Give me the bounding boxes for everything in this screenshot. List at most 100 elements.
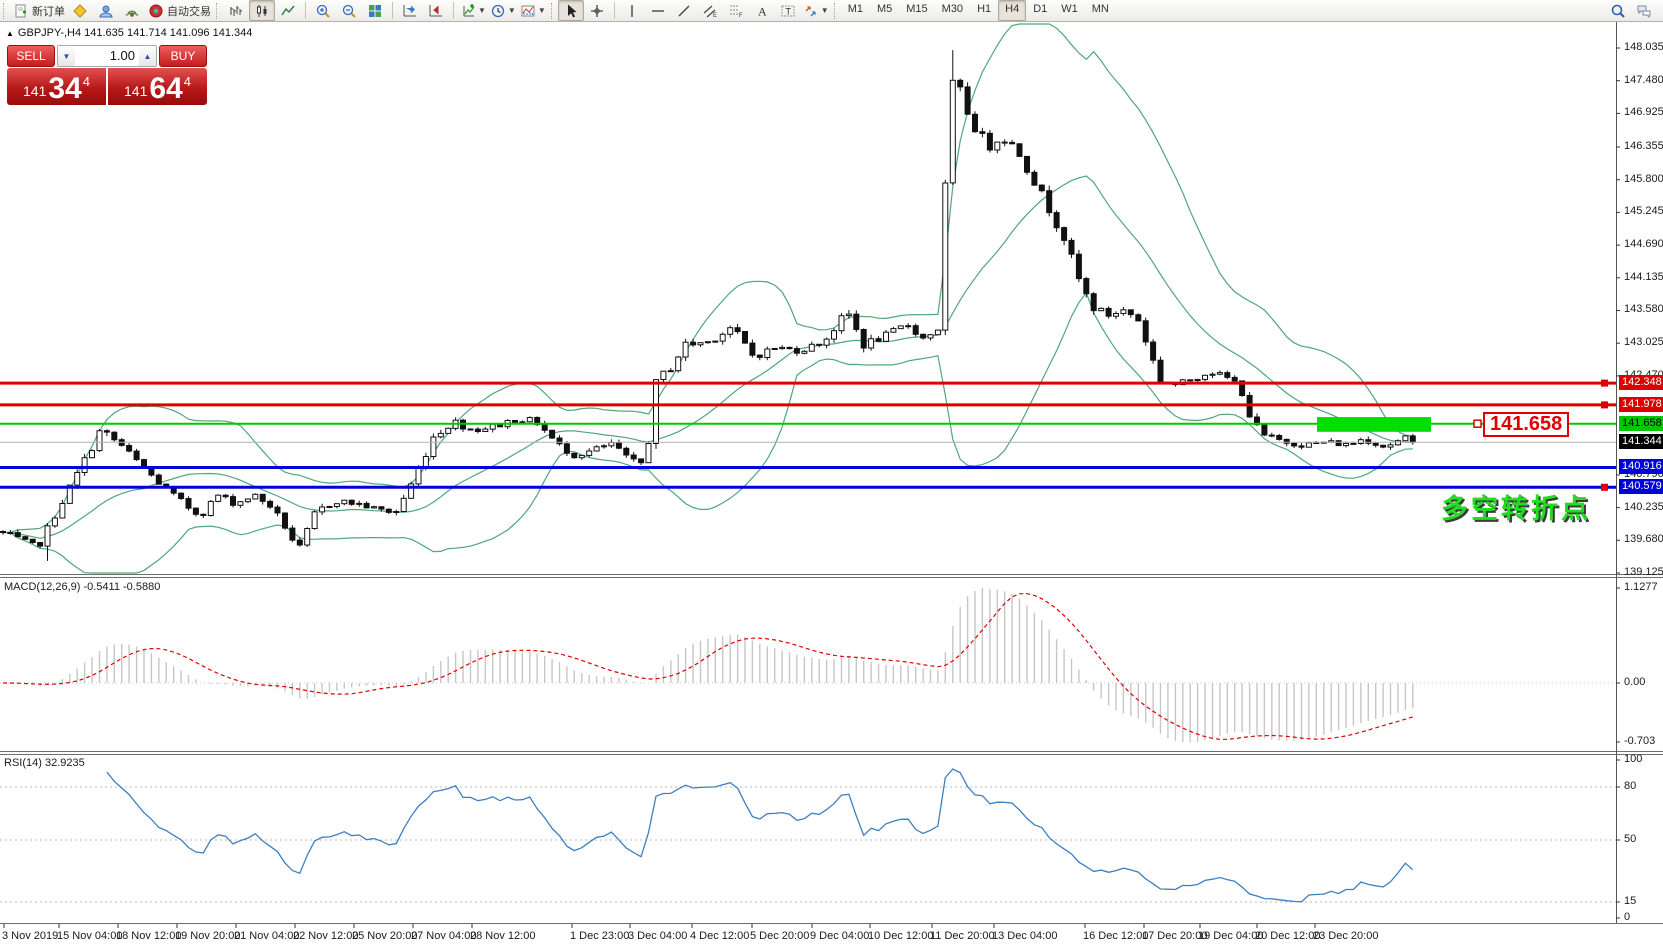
cursor-icon [562, 2, 579, 19]
sell-button[interactable]: SELL [7, 45, 55, 67]
indicators-button[interactable]: ▼ [458, 0, 488, 21]
bollinger-bands [2, 23, 1413, 574]
toolbar-right-group [1605, 0, 1657, 21]
zoom-in-button[interactable] [310, 0, 336, 21]
symbol-marker-icon: ▲ [6, 29, 14, 38]
arrows-tool-button[interactable]: ▼ [801, 0, 831, 21]
text-label-icon: T [779, 2, 796, 19]
trendline-tool-button[interactable] [671, 0, 697, 21]
market-icon [72, 2, 89, 19]
sell-price-head: 141 [23, 83, 47, 99]
templates-button[interactable]: ▼ [518, 0, 548, 21]
toolbar-grip[interactable] [833, 2, 838, 19]
main-toolbar: 新订单 自动交易 ▼ ▼ ▼ E F A T ▼ [0, 0, 1663, 22]
buy-price-box[interactable]: 141 64 4 [108, 68, 207, 105]
cursor-tool-button[interactable] [557, 0, 584, 21]
indicators-icon [460, 2, 477, 19]
toolbar-grip[interactable] [3, 2, 7, 19]
buy-price-sup: 4 [183, 74, 191, 89]
tile-windows-icon [367, 2, 384, 19]
timeframe-m15-button[interactable]: M15 [906, 3, 928, 15]
symbol-ohlc-text: GBPJPY-,H4 141.635 141.714 141.096 141.3… [17, 27, 253, 39]
horizontal-line-tool-button[interactable] [645, 0, 671, 21]
rsi-pane [0, 768, 1616, 903]
equidistant-channel-icon: E [701, 2, 718, 19]
chevron-down-icon: ▼ [537, 6, 546, 15]
signals-button[interactable] [119, 0, 145, 21]
zoom-out-icon [341, 2, 358, 19]
svg-text:E: E [713, 13, 717, 19]
bar-chart-button[interactable] [223, 0, 249, 21]
text-label-tool-button[interactable]: T [775, 0, 801, 21]
timeframe-d1-button[interactable]: D1 [1033, 3, 1048, 15]
auto-scroll-icon [402, 2, 419, 19]
candlestick-chart-button[interactable] [249, 0, 275, 21]
text-tool-button[interactable]: A [749, 0, 775, 21]
macd-pane [0, 588, 1616, 743]
toolbar-separator [453, 2, 454, 19]
sell-price-big: 34 [48, 72, 82, 105]
chevron-down-icon: ▼ [820, 6, 829, 15]
autotrading-button[interactable]: 自动交易 [145, 0, 213, 21]
new-order-label: 新订单 [32, 5, 65, 18]
zoom-out-button[interactable] [336, 0, 362, 21]
timeframe-m30-button[interactable]: M30 [941, 3, 964, 15]
chat-button[interactable] [1631, 0, 1657, 21]
svg-text:T: T [785, 6, 791, 16]
chart-shift-button[interactable] [423, 0, 449, 21]
chevron-down-icon: ▼ [507, 6, 516, 15]
volume-input[interactable]: 1.00 [109, 48, 135, 63]
macd-label: MACD(12,26,9) -0.5411 -0.5880 [4, 581, 161, 593]
volume-decrease-button[interactable]: ▼ [58, 46, 75, 66]
auto-scroll-button[interactable] [397, 0, 423, 21]
market-button[interactable] [67, 0, 93, 21]
search-icon [1610, 2, 1627, 19]
tile-windows-button[interactable] [362, 0, 388, 21]
toolbar-separator [305, 2, 306, 19]
templates-icon [520, 2, 537, 19]
line-chart-button[interactable] [275, 0, 301, 21]
pane-separators[interactable] [0, 21, 1663, 924]
timeframe-h4-button[interactable]: H4 [998, 0, 1027, 21]
crosshair-icon [588, 2, 605, 19]
new-order-icon [12, 2, 29, 19]
hline-anchor [1601, 483, 1608, 491]
chat-icon [1636, 2, 1653, 19]
line-chart-icon [280, 2, 297, 19]
zoom-in-icon [315, 2, 332, 19]
timeframe-m5-button[interactable]: M5 [876, 3, 893, 15]
timeframe-h1-button[interactable]: H1 [977, 3, 992, 15]
trendline-icon [675, 2, 692, 19]
channel-tool-button[interactable]: E [697, 0, 723, 21]
axis-ticks [3, 47, 1620, 928]
community-button[interactable] [93, 0, 119, 21]
turning-zone-rect[interactable] [1317, 417, 1431, 432]
crosshair-tool-button[interactable] [584, 0, 610, 21]
callout-anchor[interactable] [1473, 419, 1482, 428]
fibonacci-icon: F [727, 2, 744, 19]
timeframe-w1-button[interactable]: W1 [1061, 3, 1078, 15]
timeframe-mn-button[interactable]: MN [1091, 3, 1109, 15]
toolbar-separator [392, 2, 393, 19]
volume-increase-button[interactable]: ▲ [139, 46, 156, 66]
buy-button[interactable]: BUY [159, 45, 207, 67]
search-button[interactable] [1605, 0, 1631, 21]
toolbar-grip[interactable] [216, 2, 220, 19]
vertical-line-tool-button[interactable] [619, 0, 645, 21]
community-icon [98, 2, 115, 19]
arrows-icon [803, 2, 820, 19]
fibonacci-tool-button[interactable]: F [723, 0, 749, 21]
buy-price-big: 64 [149, 72, 183, 105]
new-order-button[interactable]: 新订单 [10, 0, 67, 21]
sell-price-box[interactable]: 141 34 4 [7, 68, 108, 105]
toolbar-grip[interactable] [550, 2, 555, 19]
svg-text:A: A [758, 4, 767, 18]
periods-button[interactable]: ▼ [488, 0, 518, 21]
hline-anchor [1601, 401, 1608, 409]
timeframe-m1-button[interactable]: M1 [847, 3, 863, 15]
bull-bear-turning-point-note[interactable]: 多空转折点 [1441, 494, 1591, 524]
text-icon: A [753, 2, 770, 19]
price-callout[interactable]: 141.658 [1483, 412, 1570, 437]
